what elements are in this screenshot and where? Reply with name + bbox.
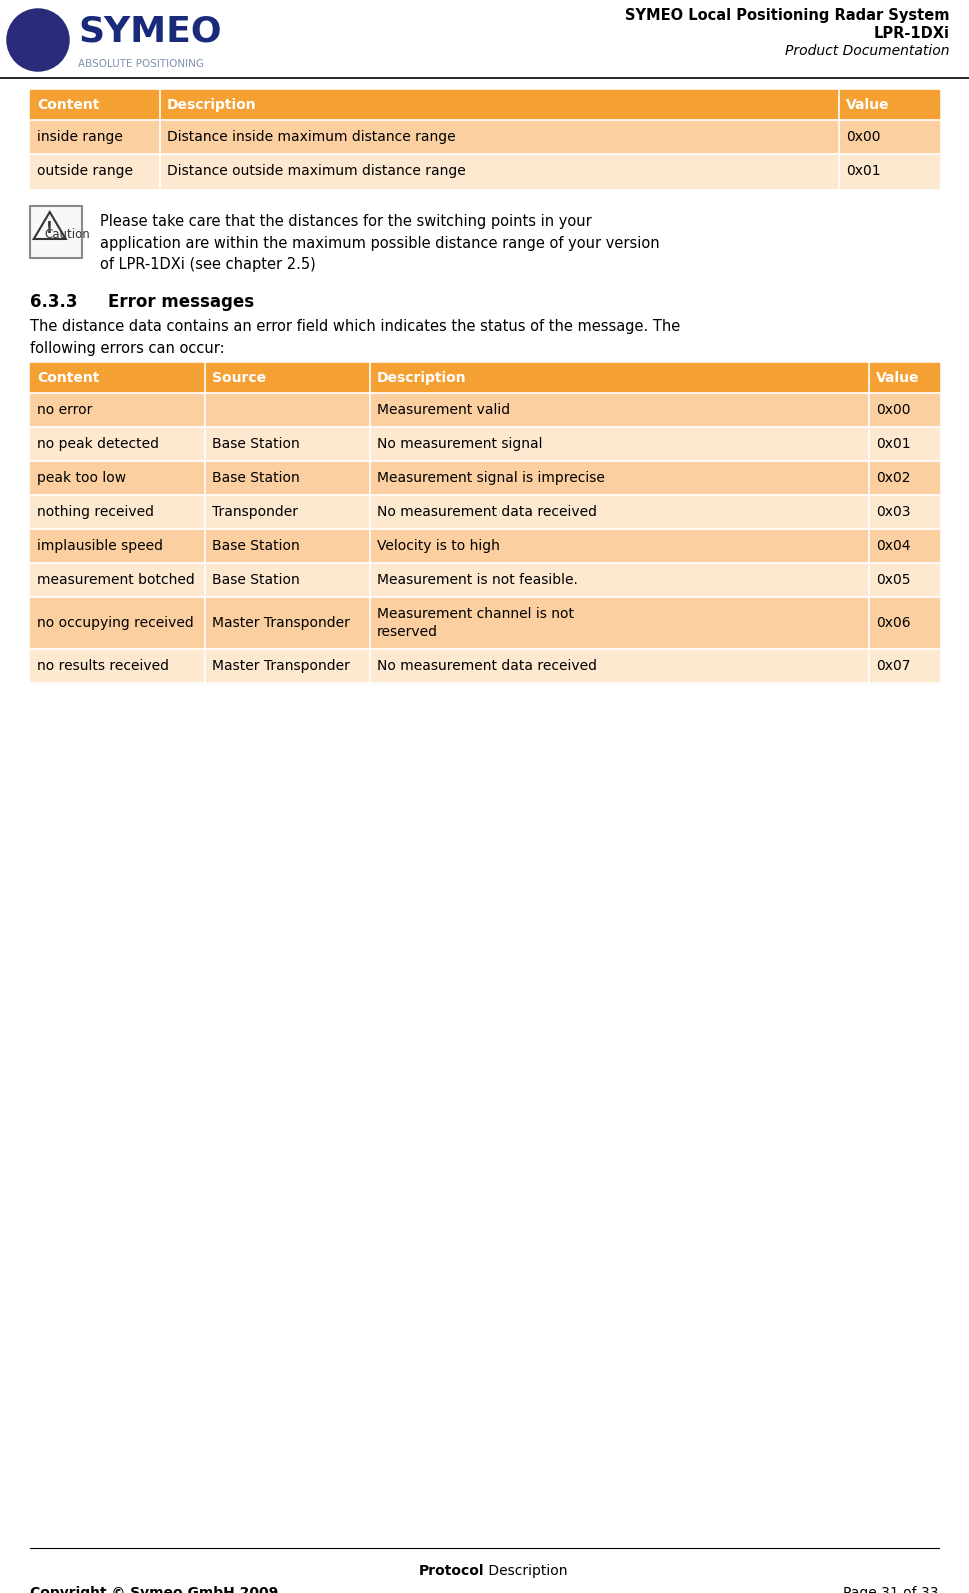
Bar <box>30 393 939 427</box>
Text: no error: no error <box>37 403 92 417</box>
Text: Description: Description <box>167 99 257 112</box>
Text: Value: Value <box>876 371 920 386</box>
Text: Measurement signal is imprecise: Measurement signal is imprecise <box>377 472 605 484</box>
Bar <box>30 495 939 529</box>
Text: Measurement is not feasible.: Measurement is not feasible. <box>377 573 578 586</box>
Text: 0x01: 0x01 <box>846 164 881 178</box>
Text: 0x00: 0x00 <box>846 131 881 143</box>
Text: 0x02: 0x02 <box>876 472 911 484</box>
Text: 0x04: 0x04 <box>876 538 911 553</box>
Text: The distance data contains an error field which indicates the status of the mess: The distance data contains an error fiel… <box>30 319 680 355</box>
Text: Base Station: Base Station <box>212 436 299 451</box>
Circle shape <box>21 22 55 57</box>
Text: 0x07: 0x07 <box>876 660 911 672</box>
Text: measurement botched: measurement botched <box>37 573 195 586</box>
Text: Velocity is to high: Velocity is to high <box>377 538 500 553</box>
Text: Measurement valid: Measurement valid <box>377 403 510 417</box>
Text: Base Station: Base Station <box>212 538 299 553</box>
Text: No measurement data received: No measurement data received <box>377 505 597 519</box>
Circle shape <box>8 10 68 70</box>
Text: 0x06: 0x06 <box>876 616 911 629</box>
Text: LPR-1DXi: LPR-1DXi <box>874 25 950 41</box>
Text: nothing received: nothing received <box>37 505 154 519</box>
Bar <box>30 119 939 155</box>
Text: peak too low: peak too low <box>37 472 126 484</box>
Text: Transponder: Transponder <box>212 505 298 519</box>
Text: 0x03: 0x03 <box>876 505 911 519</box>
Text: ABSOLUTE POSITIONING: ABSOLUTE POSITIONING <box>78 59 204 68</box>
Text: Please take care that the distances for the switching points in your
application: Please take care that the distances for … <box>100 213 660 272</box>
Bar <box>30 427 939 460</box>
Circle shape <box>31 33 45 48</box>
Text: Copyright © Symeo GmbH 2009: Copyright © Symeo GmbH 2009 <box>30 1587 278 1593</box>
Text: Description: Description <box>484 1564 568 1579</box>
Text: Distance inside maximum distance range: Distance inside maximum distance range <box>167 131 455 143</box>
Text: Value: Value <box>846 99 890 112</box>
Bar <box>30 529 939 562</box>
Circle shape <box>16 18 60 62</box>
Text: Product Documentation: Product Documentation <box>786 45 950 57</box>
Text: Page 31 of 33: Page 31 of 33 <box>843 1587 939 1593</box>
Text: Distance outside maximum distance range: Distance outside maximum distance range <box>167 164 466 178</box>
Circle shape <box>27 29 49 51</box>
Text: SYMEO Local Positioning Radar System: SYMEO Local Positioning Radar System <box>626 8 950 22</box>
Text: Caution: Caution <box>45 228 90 241</box>
Text: inside range: inside range <box>37 131 123 143</box>
Text: Protocol: Protocol <box>419 1564 484 1579</box>
Text: 6.3.3: 6.3.3 <box>30 293 78 311</box>
Bar <box>30 562 939 597</box>
Text: 0x00: 0x00 <box>876 403 911 417</box>
Text: Base Station: Base Station <box>212 472 299 484</box>
Text: !: ! <box>47 221 53 236</box>
Text: Master Transponder: Master Transponder <box>212 660 350 672</box>
Text: 0x05: 0x05 <box>876 573 911 586</box>
Bar <box>30 363 939 393</box>
Text: no occupying received: no occupying received <box>37 616 194 629</box>
Text: Master Transponder: Master Transponder <box>212 616 350 629</box>
Bar <box>30 648 939 683</box>
Bar <box>30 460 939 495</box>
Text: No measurement signal: No measurement signal <box>377 436 543 451</box>
Text: Source: Source <box>212 371 266 386</box>
Text: Base Station: Base Station <box>212 573 299 586</box>
Text: no results received: no results received <box>37 660 169 672</box>
Text: Content: Content <box>37 371 100 386</box>
Bar <box>30 89 939 119</box>
Bar <box>30 597 939 648</box>
Text: implausible speed: implausible speed <box>37 538 163 553</box>
Text: Measurement channel is not
reserved: Measurement channel is not reserved <box>377 607 574 639</box>
Text: SYMEO: SYMEO <box>78 14 222 49</box>
Bar <box>30 205 82 258</box>
Text: no peak detected: no peak detected <box>37 436 159 451</box>
Text: Description: Description <box>377 371 467 386</box>
Text: 0x01: 0x01 <box>876 436 911 451</box>
Text: outside range: outside range <box>37 164 133 178</box>
Text: Error messages: Error messages <box>108 293 254 311</box>
Bar <box>30 155 939 188</box>
Text: No measurement data received: No measurement data received <box>377 660 597 672</box>
Text: Content: Content <box>37 99 100 112</box>
